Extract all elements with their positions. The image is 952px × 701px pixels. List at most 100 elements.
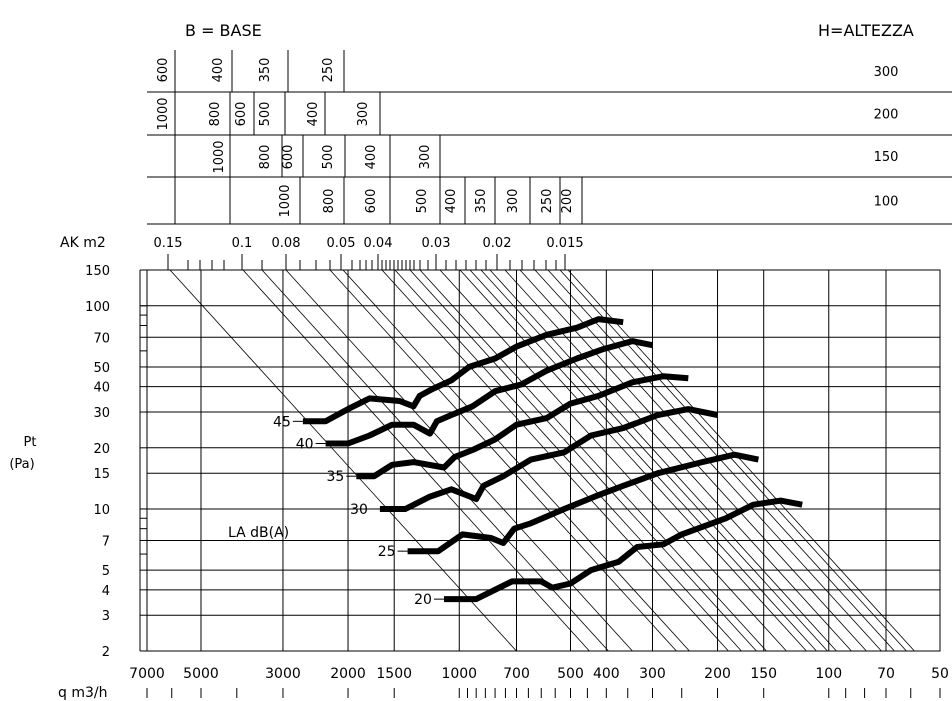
ak-tick-label: 0.05 xyxy=(327,236,356,251)
y-tick-label: 10 xyxy=(93,503,110,518)
y-tick-label: 15 xyxy=(93,467,110,482)
table-base-value: 800 xyxy=(322,189,337,214)
ak-tick-label: 0.15 xyxy=(154,236,183,251)
ak-diagonal-line xyxy=(394,270,742,651)
table-base-value: 400 xyxy=(444,189,459,214)
table-base-value: 350 xyxy=(258,58,273,83)
ak-diagonal-line xyxy=(329,270,677,651)
series-40-line xyxy=(325,338,654,447)
x-tick-label: 3000 xyxy=(265,666,301,682)
series-30-line xyxy=(379,406,719,512)
ak-diagonal-line xyxy=(480,270,828,651)
table-base-value: 250 xyxy=(540,189,555,214)
x-tick-label: 300 xyxy=(639,666,666,682)
plot-grid xyxy=(146,269,941,652)
ak-diagonal-line xyxy=(469,270,817,651)
y-tick-label: 7 xyxy=(102,534,110,549)
ak-tick-label: 0.03 xyxy=(422,236,451,251)
table-height-value: 200 xyxy=(874,108,899,123)
x-tick-label: 400 xyxy=(593,666,620,682)
x-tick-label: 7000 xyxy=(129,666,165,682)
table-base-value: 400 xyxy=(364,145,379,170)
ak-diagonal-line xyxy=(381,270,729,651)
table-height-value: 150 xyxy=(874,150,899,165)
table-base-value: 1000 xyxy=(212,140,227,173)
series-45-label: 45 xyxy=(273,414,291,430)
table-base-value: 300 xyxy=(356,102,371,127)
series-20-label: 20 xyxy=(414,592,432,608)
table-base-value: 300 xyxy=(506,189,521,214)
series-25-line xyxy=(407,451,760,555)
y-tick-label: 40 xyxy=(93,381,110,396)
table-base-value: 600 xyxy=(364,189,379,214)
ak-diagonal-line xyxy=(489,270,837,651)
ak-diagonal-line xyxy=(567,270,915,651)
table-base-value: 500 xyxy=(258,102,273,127)
ak-diagonal-line xyxy=(519,270,867,651)
ak-diagonal-line xyxy=(439,270,787,651)
diagonal-group xyxy=(169,270,915,651)
x-tick-label: 700 xyxy=(503,666,530,682)
ak-tick-label: 0.02 xyxy=(483,236,512,251)
plot-frame xyxy=(146,269,941,652)
x-tick-label: 2000 xyxy=(330,666,366,682)
ak-axis: AK m2 0.15 0.1 0.08 0.05 0.04 0.03 0.02 0.015 xyxy=(60,235,584,270)
table-base-value: 600 xyxy=(156,58,171,83)
table-base-value: 350 xyxy=(474,189,489,214)
altezza-label: H=ALTEZZA xyxy=(818,21,914,40)
ak-diagonal-line xyxy=(559,270,907,651)
series-35-label: 35 xyxy=(326,469,344,485)
table-base-value: 250 xyxy=(321,58,336,83)
table-base-value: 200 xyxy=(560,189,575,214)
series-20-line xyxy=(444,497,803,603)
curve-unit-label: LA dB(A) xyxy=(228,525,289,541)
x-tick-label: 500 xyxy=(557,666,584,682)
x-axis-label: q m3/h xyxy=(58,685,107,701)
ak-diagonal-line xyxy=(459,270,807,651)
table-base-value: 300 xyxy=(418,145,433,170)
ak-axis-label: AK m2 xyxy=(60,235,106,251)
ak-tick-label: 0.015 xyxy=(546,236,583,251)
ak-diagonal-line xyxy=(285,270,633,651)
y-tick-label: 100 xyxy=(85,300,110,315)
x-axis: 7000 5000 3000 2000 1500 1000 700 500 400 300 200 1… xyxy=(58,666,949,701)
y-tick-label: 2 xyxy=(102,645,110,660)
table-base-value: 500 xyxy=(415,189,430,214)
series-25-label: 25 xyxy=(378,544,396,560)
x-tick-label: 1500 xyxy=(376,666,412,682)
table-base-value: 800 xyxy=(258,145,273,170)
x-tick-label: 200 xyxy=(704,666,731,682)
series-45-line xyxy=(302,316,624,425)
ak-tick-label: 0.1 xyxy=(232,236,253,251)
x-tick-label: 50 xyxy=(931,666,949,682)
y-tick-label: 50 xyxy=(93,361,110,376)
y-tick-label: 5 xyxy=(102,564,110,579)
series-35-line xyxy=(356,373,689,480)
x-tick-label: 150 xyxy=(750,666,777,682)
y-tick-label: 150 xyxy=(85,264,110,279)
table-base-value: 400 xyxy=(306,102,321,127)
table-base-value: 800 xyxy=(208,102,223,127)
series-group: 45 40 35 30 25 20 xyxy=(273,316,803,608)
ak-diagonal-line xyxy=(169,270,517,651)
x-tick-label: 70 xyxy=(877,666,895,682)
y-axis-unit: (Pa) xyxy=(9,457,34,472)
y-axis-label: Pt xyxy=(24,435,37,450)
table-base-value: 400 xyxy=(211,58,226,83)
table-height-value: 100 xyxy=(874,195,899,210)
ak-diagonal-line xyxy=(419,270,767,651)
x-tick-label: 5000 xyxy=(183,666,219,682)
ak-diagonal-line xyxy=(409,270,757,651)
y-tick-label: 70 xyxy=(93,331,110,346)
ak-tick-label: 0.04 xyxy=(364,236,393,251)
y-tick-label: 30 xyxy=(93,406,110,421)
y-tick-label: 4 xyxy=(102,584,110,599)
x-tick-label: 1000 xyxy=(441,666,477,682)
table-height-value: 300 xyxy=(874,65,899,80)
table-base-value: 1000 xyxy=(156,97,171,130)
series-40-label: 40 xyxy=(296,437,314,453)
table-base-value: 500 xyxy=(321,145,336,170)
table-base-value: 600 xyxy=(281,145,296,170)
chart-header: B = BASE H=ALTEZZA xyxy=(185,21,914,40)
